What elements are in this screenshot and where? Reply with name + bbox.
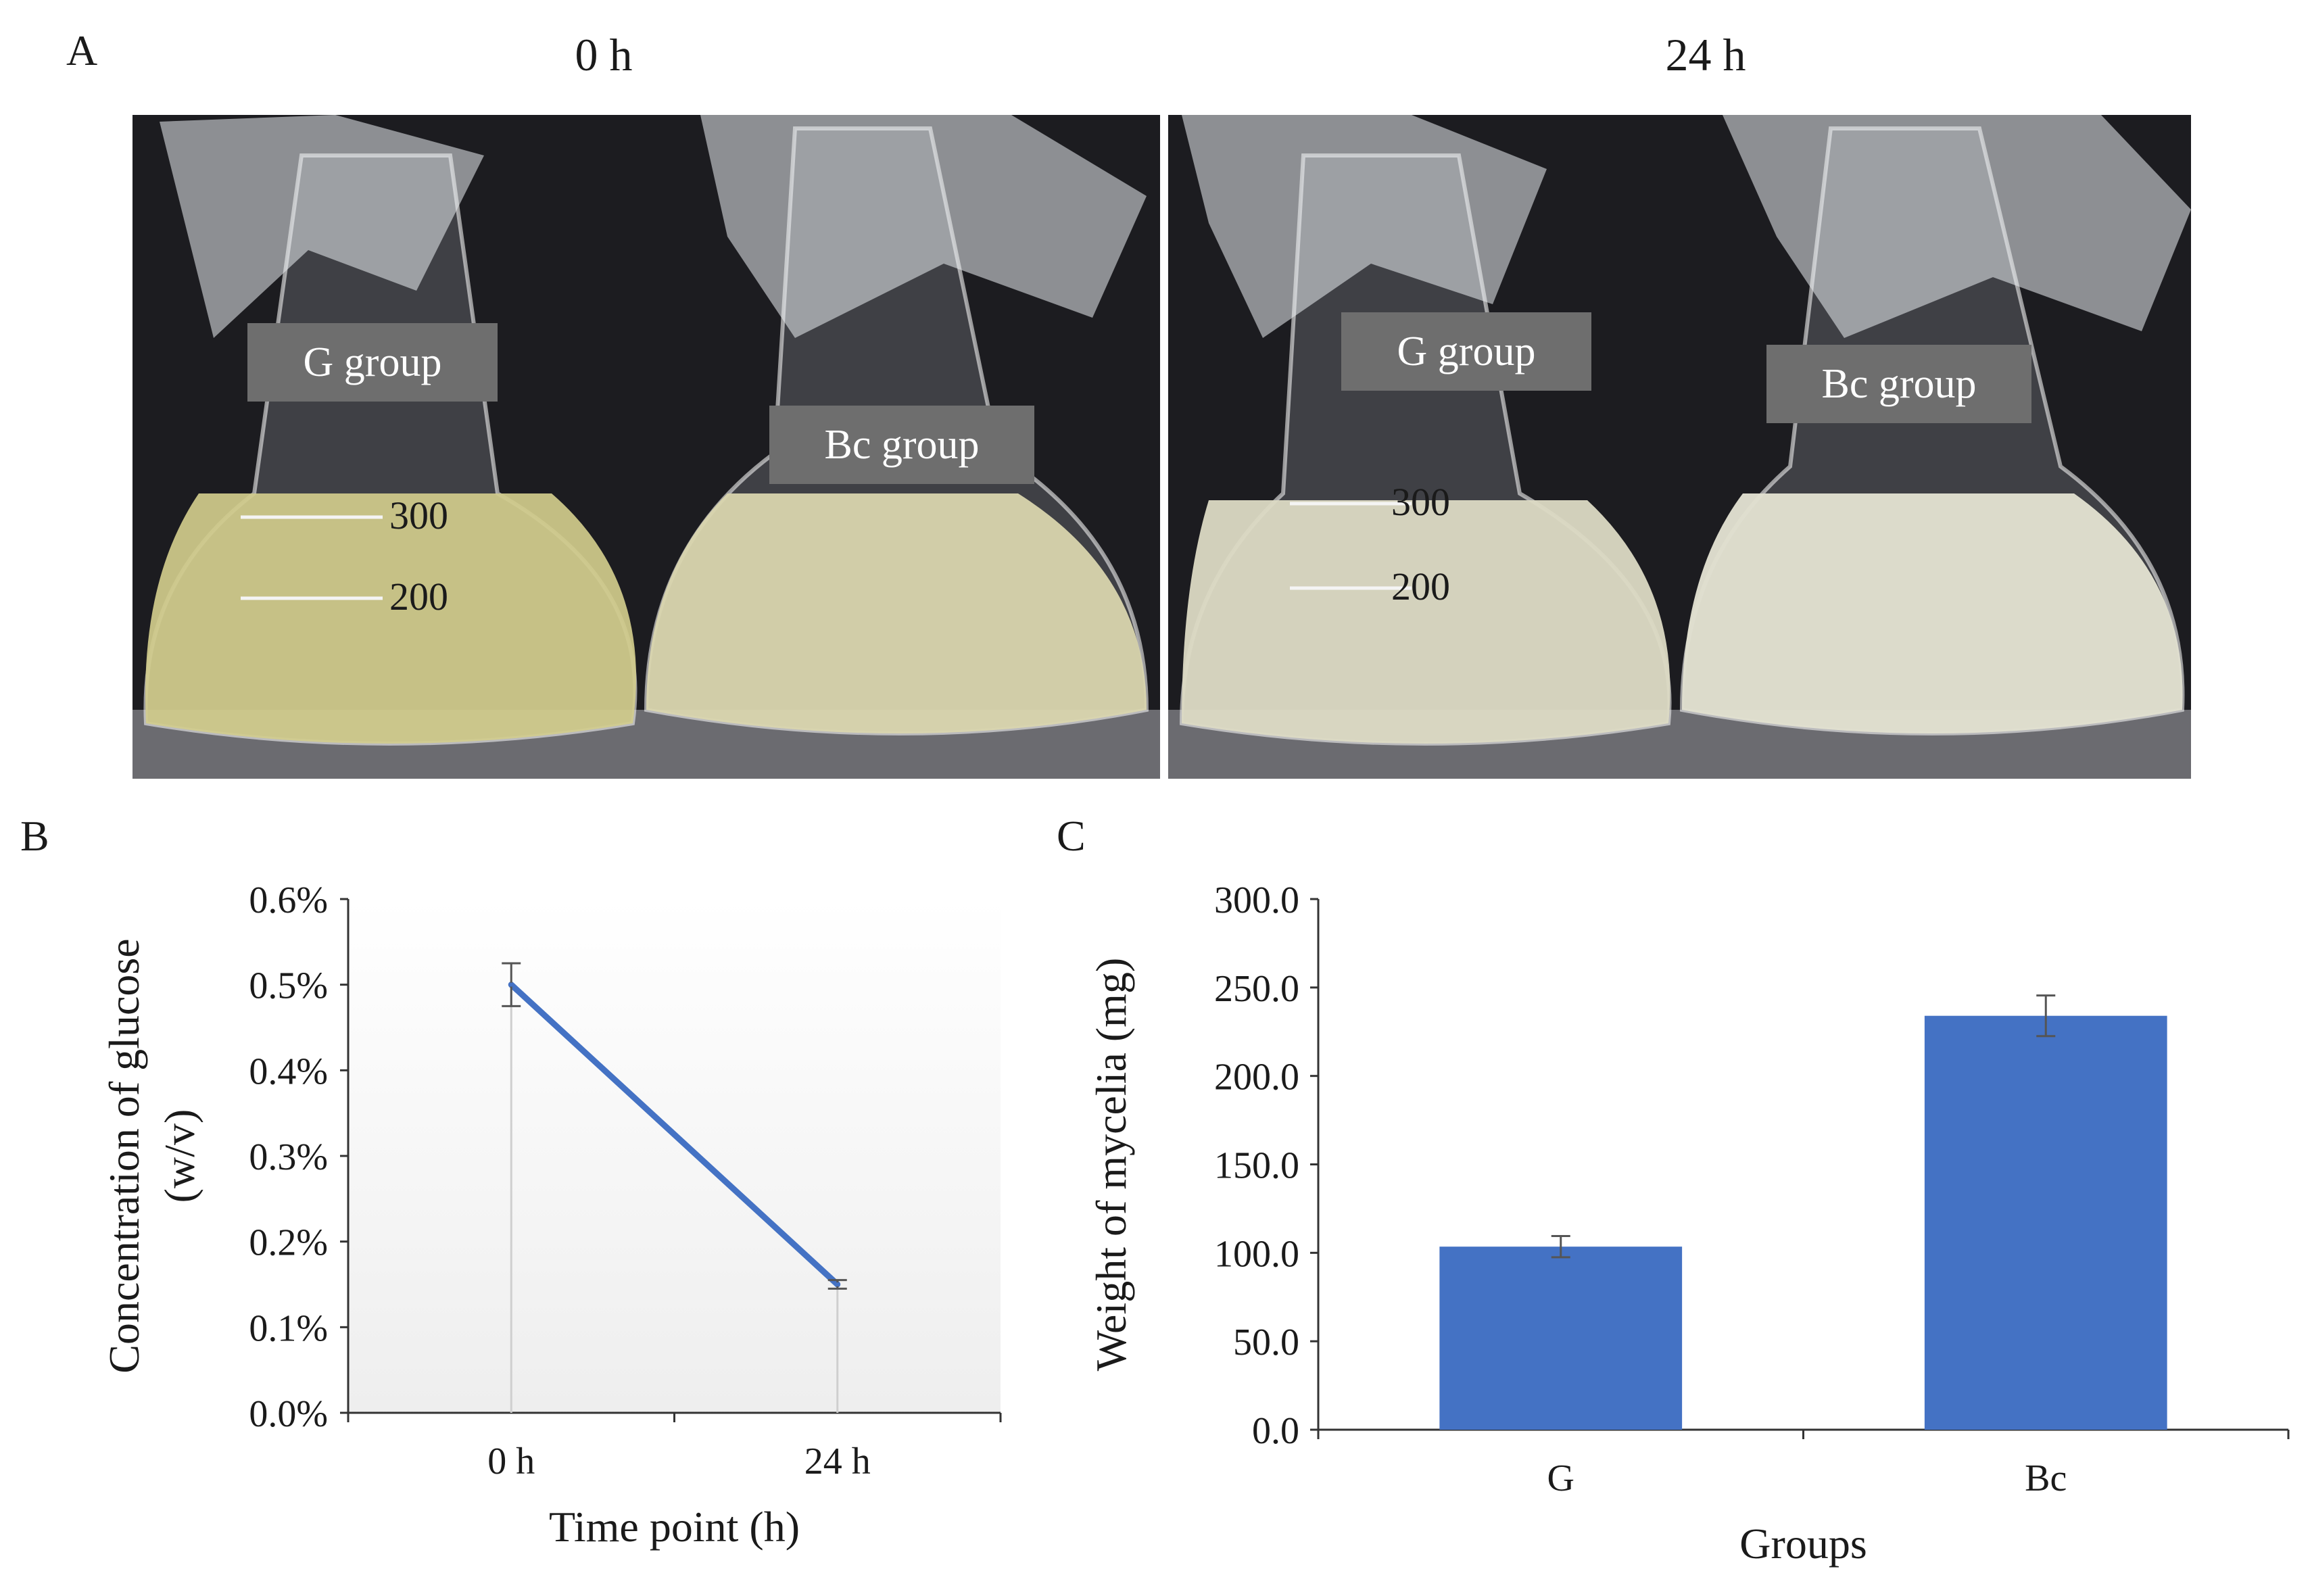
y-tick-label: 0.2% — [249, 1222, 328, 1264]
flask-label-bc-0h: Bc group — [769, 406, 1034, 484]
flask-label-g-0h: G group — [247, 323, 498, 402]
data-point — [509, 982, 514, 987]
flask-liquid-g-24h — [1182, 500, 1670, 744]
y-axis-title: Concentration of glucose (w/v) — [100, 938, 203, 1373]
x-tick-label: 0 h — [487, 1441, 535, 1482]
y-axis-title: Weight of mycelia (mg) — [1087, 958, 1135, 1372]
flask-mark-300-0h: 300 — [389, 493, 448, 537]
y-tick-label: 0.0% — [249, 1393, 328, 1435]
y-tick-label: 0.0 — [1252, 1410, 1299, 1452]
chart-c: 0.0 50.0 100.0 150.0 200.0 250.0 300.0 G Bc Group… — [1087, 879, 2290, 1568]
flask-liquid-bc-0h — [646, 493, 1147, 733]
y-tick-label: 0.5% — [249, 965, 328, 1007]
x-tick-label: G — [1547, 1457, 1574, 1499]
y-tick-label: 200.0 — [1214, 1057, 1299, 1098]
time-label-24h: 24 h — [1665, 29, 1746, 80]
photo-0h: 300 200 G group Bc group — [133, 115, 1160, 779]
flask-liquid-g-0h — [145, 493, 636, 744]
y-axis-title-line: Concentration of glucose — [100, 938, 148, 1373]
flask-mark-300-24h: 300 — [1391, 480, 1450, 524]
y-tick-label: 0.6% — [249, 879, 328, 921]
y-tick-label: 100.0 — [1214, 1233, 1299, 1275]
y-tick-label: 300.0 — [1214, 879, 1299, 921]
panel-a-letter: A — [66, 26, 98, 74]
y-tick-label: 150.0 — [1214, 1145, 1299, 1187]
chart-b: 0.0% 0.1% 0.2% 0.3% 0.4% 0.5% 0.6% 0 h 24 hTime … — [100, 879, 1002, 1551]
series-line — [508, 982, 841, 1288]
flask-scene-24h: 300 200 — [1168, 115, 2191, 779]
x-axis-title: Time point (h) — [549, 1503, 800, 1551]
x-tick-label: 24 h — [804, 1441, 871, 1482]
y-tick-label: 250.0 — [1214, 968, 1299, 1010]
y-tick-label: 50.0 — [1233, 1322, 1299, 1363]
plastic-wrap-0h — [160, 115, 484, 338]
y-tick-label: 0.4% — [249, 1050, 328, 1092]
y-axis-title-line: (w/v) — [155, 1109, 203, 1203]
y-tick-label: 0.1% — [249, 1307, 328, 1349]
bar-bc — [1924, 1015, 2167, 1430]
x-tick-label: Bc — [2025, 1457, 2067, 1499]
flask-liquid-bc-24h — [1682, 493, 2183, 733]
flask-label-bc-24h: Bc group — [1766, 345, 2031, 423]
data-point — [835, 1282, 840, 1286]
flask-mark-200-24h: 200 — [1391, 564, 1450, 608]
x-axis-title: Groups — [1739, 1520, 1867, 1568]
flask-label-g-24h: G group — [1341, 312, 1591, 391]
panel-c-letter: C — [1057, 812, 1086, 860]
photo-24h: 300 200 G group Bc group — [1168, 115, 2191, 779]
bar-g — [1439, 1247, 1683, 1430]
flask-mark-200-0h: 200 — [389, 575, 448, 619]
time-label-0h: 0 h — [575, 29, 633, 80]
panel-b-letter: B — [20, 812, 49, 860]
y-tick-label: 0.3% — [249, 1136, 328, 1178]
plastic-wrap-24h — [1182, 115, 1547, 338]
plot-area — [348, 899, 1001, 1413]
